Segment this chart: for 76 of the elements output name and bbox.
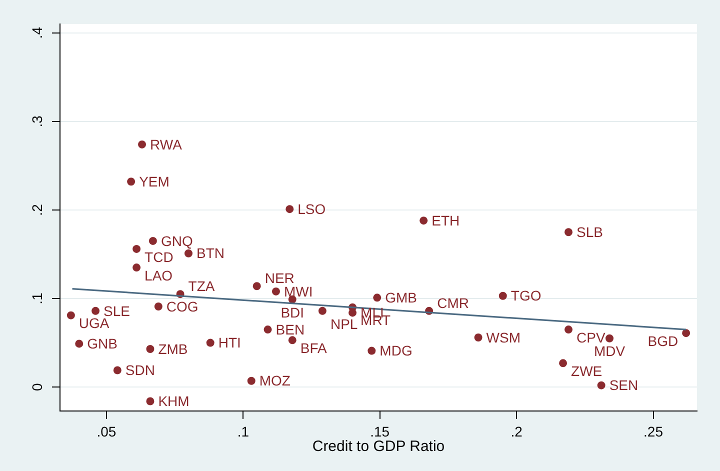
data-label: ETH <box>432 212 460 228</box>
point <box>498 292 507 300</box>
point <box>138 140 146 148</box>
x-tick-label: .25 <box>644 423 664 440</box>
point <box>564 326 573 334</box>
y-tick-label: .2 <box>29 204 46 216</box>
data-label: BDI <box>280 304 304 320</box>
point <box>148 236 157 245</box>
data-label: CPV <box>576 329 606 346</box>
point <box>127 178 136 186</box>
point <box>606 334 614 342</box>
data-label: HTI <box>218 334 241 351</box>
data-label: TGO <box>510 288 542 304</box>
data-label: ZWE <box>571 363 602 380</box>
point <box>318 306 326 315</box>
data-label: BEN <box>276 321 305 338</box>
data-label: YEM <box>139 173 170 190</box>
x-tick-label: .2 <box>510 423 523 440</box>
point <box>75 340 84 348</box>
data-label: LSO <box>298 200 326 217</box>
data-label: LAO <box>144 267 173 284</box>
data-label: MOZ <box>259 372 291 389</box>
data-label: MDV <box>594 343 626 360</box>
point <box>682 329 690 338</box>
y-tick-label: .1 <box>29 292 46 304</box>
point <box>154 302 162 310</box>
data-label: MWI <box>284 283 313 300</box>
point <box>373 294 382 302</box>
point <box>272 287 280 296</box>
point <box>66 311 75 320</box>
x-axis-title: Credit to GDP Ratio <box>312 438 445 456</box>
point <box>247 376 256 385</box>
point <box>146 345 154 354</box>
point <box>288 336 296 344</box>
point <box>252 282 261 290</box>
y-tick-label: .3 <box>29 115 46 128</box>
data-label: KHM <box>158 393 190 410</box>
data-label: SLB <box>576 224 603 240</box>
point <box>286 205 294 214</box>
x-tick-label: .05 <box>96 423 116 440</box>
point <box>92 306 100 315</box>
point <box>474 333 482 342</box>
point <box>564 228 573 236</box>
data-label: RWA <box>150 136 183 152</box>
data-label: GNQ <box>160 232 193 249</box>
x-tick-label: .15 <box>370 423 390 440</box>
point <box>146 397 154 406</box>
data-label: CMR <box>437 294 469 311</box>
data-label: NPL <box>330 316 358 332</box>
data-label: COG <box>166 298 198 314</box>
point <box>132 264 141 272</box>
y-tick-label: .4 <box>29 26 46 39</box>
data-label: SEN <box>609 377 638 394</box>
data-label: MDG <box>380 342 412 359</box>
data-label: GMB <box>385 290 418 306</box>
data-label: ZMB <box>158 340 188 357</box>
data-label: BFA <box>300 340 328 356</box>
point <box>559 359 568 368</box>
data-label: BTN <box>196 245 224 262</box>
point <box>597 381 606 390</box>
point <box>206 338 214 347</box>
x-tick-label: .1 <box>237 423 250 440</box>
data-label: TZA <box>188 278 216 294</box>
data-label: SDN <box>125 362 155 378</box>
point <box>368 346 376 355</box>
y-tick-label: 0 <box>29 382 46 391</box>
data-label: BGD <box>648 332 678 349</box>
data-label: NER <box>264 270 294 286</box>
point <box>113 366 122 374</box>
point <box>420 216 428 225</box>
point <box>184 249 192 258</box>
data-label: WSM <box>486 329 521 346</box>
data-label: GNB <box>87 336 118 352</box>
point <box>264 326 272 334</box>
data-label: TCD <box>144 248 174 265</box>
point <box>132 244 141 253</box>
